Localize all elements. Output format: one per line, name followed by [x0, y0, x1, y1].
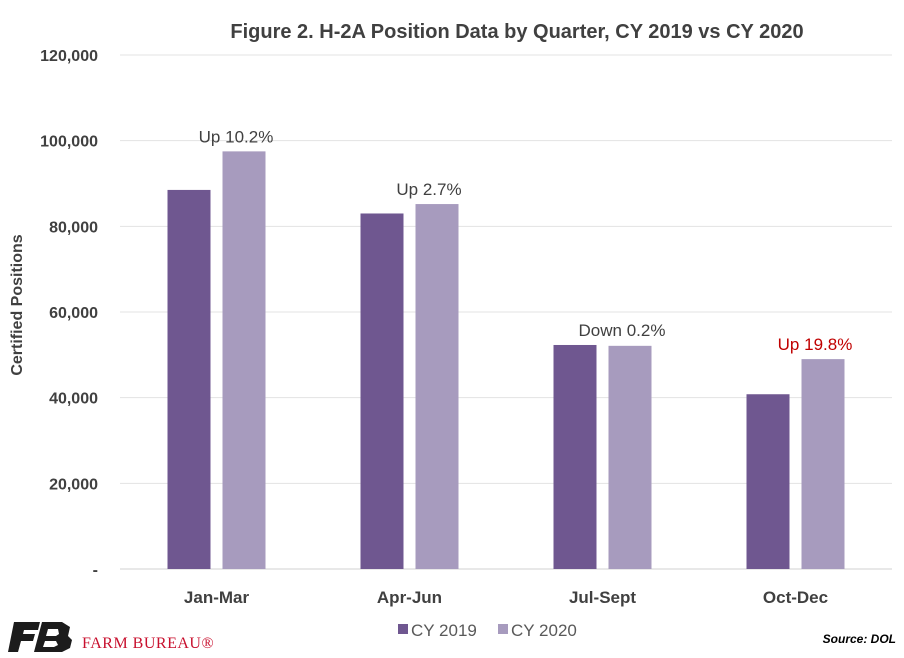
- bar-2019-apr-jun: [360, 213, 404, 569]
- change-annotation: Up 2.7%: [396, 180, 461, 199]
- change-annotation: Up 10.2%: [199, 127, 274, 146]
- bars: [167, 151, 845, 570]
- bar-2019-jul-sept: [553, 344, 597, 569]
- bar-2019-jan-mar: [167, 189, 211, 570]
- y-tick-label: 120,000: [40, 48, 98, 65]
- legend-label: CY 2020: [511, 621, 577, 640]
- x-tick-label: Apr-Jun: [377, 588, 442, 607]
- change-annotation: Down 0.2%: [579, 321, 666, 340]
- y-tick-label: 60,000: [49, 305, 98, 322]
- y-tick-labels: - 20,000 40,000 60,000 80,000 100,000 120,000: [40, 48, 98, 579]
- fb-logo-icon: [8, 622, 72, 652]
- chart-title: Figure 2. H-2A Position Data by Quarter,…: [230, 21, 803, 43]
- bar-2019-oct-dec: [746, 394, 790, 569]
- legend-label: CY 2019: [411, 621, 477, 640]
- change-annotation: Up 19.8%: [778, 335, 853, 354]
- y-tick-label: 80,000: [49, 219, 98, 236]
- farm-bureau-logo: FARM BUREAU®: [8, 622, 214, 652]
- source-note: Source: DOL: [823, 632, 896, 646]
- x-tick-labels: Jan-Mar Apr-Jun Jul-Sept Oct-Dec: [184, 588, 828, 607]
- legend-swatch: [498, 624, 508, 634]
- y-tick-label: 20,000: [49, 476, 98, 493]
- bar-annotations: Up 10.2% Up 2.7% Down 0.2% Up 19.8%: [199, 127, 853, 354]
- legend-swatch: [398, 624, 408, 634]
- brand-name: FARM BUREAU®: [82, 635, 214, 652]
- x-tick-label: Jan-Mar: [184, 588, 250, 607]
- bar-2020-jan-mar: [222, 151, 266, 569]
- x-tick-label: Jul-Sept: [569, 588, 636, 607]
- legend: CY 2019 CY 2020: [398, 621, 577, 640]
- y-axis-label: Certified Positions: [9, 234, 26, 375]
- bar-2020-apr-jun: [415, 204, 459, 569]
- x-tick-label: Oct-Dec: [763, 588, 828, 607]
- y-tick-label: -: [93, 562, 98, 579]
- y-tick-label: 40,000: [49, 391, 98, 408]
- y-tick-label: 100,000: [40, 134, 98, 151]
- bar-2020-oct-dec: [801, 359, 845, 569]
- bar-2020-jul-sept: [608, 345, 652, 569]
